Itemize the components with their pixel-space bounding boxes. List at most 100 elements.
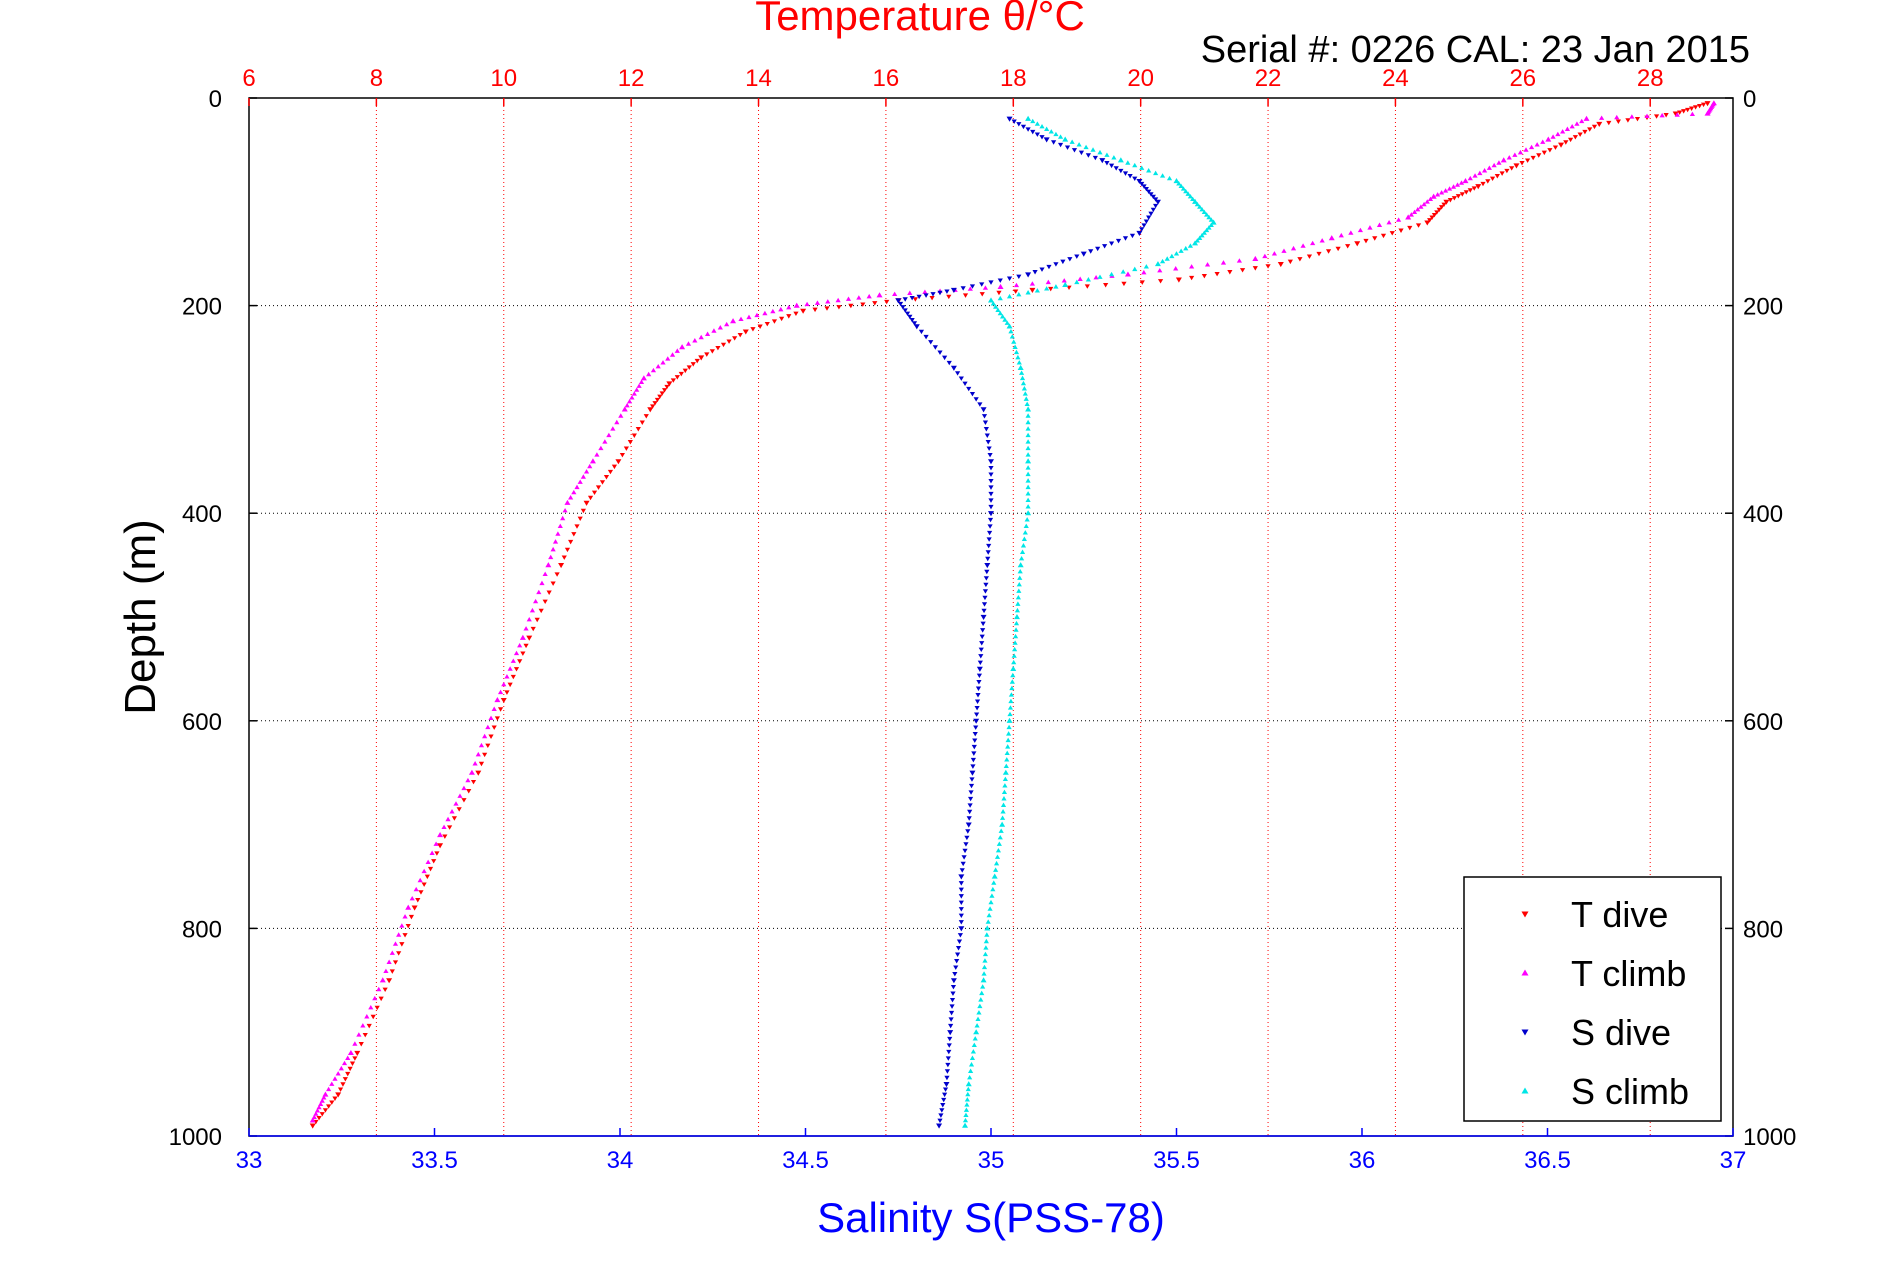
point-s-dive	[913, 324, 920, 330]
point-s-dive	[975, 686, 982, 691]
point-s-dive	[980, 628, 986, 633]
point-t-climb	[711, 328, 717, 333]
point-t-dive	[1504, 168, 1510, 174]
point-t-dive	[1252, 266, 1258, 271]
point-s-climb	[1183, 188, 1189, 194]
point-s-dive	[1122, 171, 1129, 176]
point-s-climb	[1012, 633, 1019, 639]
point-s-climb	[1002, 769, 1009, 775]
point-s-climb	[1013, 614, 1020, 620]
point-t-dive	[657, 394, 663, 400]
point-t-climb	[574, 484, 580, 490]
point-s-dive	[900, 305, 906, 310]
point-t-dive	[542, 599, 548, 605]
point-s-climb	[1025, 465, 1031, 470]
point-s-climb	[1132, 162, 1138, 168]
point-s-climb	[1003, 763, 1009, 769]
point-s-climb	[1025, 504, 1031, 509]
point-t-climb	[475, 751, 481, 757]
point-t-dive	[678, 371, 684, 377]
point-s-climb	[1021, 386, 1027, 391]
point-t-climb	[717, 325, 723, 330]
point-s-dive	[946, 360, 952, 366]
point-s-climb	[1125, 160, 1131, 165]
point-t-climb	[564, 499, 571, 505]
point-t-climb	[704, 331, 711, 336]
point-s-dive	[984, 433, 990, 438]
point-s-climb	[1083, 144, 1089, 150]
point-t-dive	[1536, 153, 1542, 158]
point-t-climb	[1236, 258, 1242, 263]
point-s-dive	[988, 465, 994, 471]
point-t-climb	[1093, 274, 1099, 280]
point-s-dive	[988, 498, 994, 503]
point-s-climb	[1025, 471, 1031, 477]
point-s-climb	[965, 1086, 971, 1092]
point-s-climb	[1011, 339, 1017, 344]
x-top-tick-label: 10	[490, 65, 517, 92]
point-t-climb	[638, 379, 645, 384]
point-s-dive	[1104, 161, 1110, 166]
point-s-dive	[928, 340, 934, 345]
point-t-dive	[872, 301, 878, 306]
point-t-climb	[311, 1114, 317, 1120]
point-s-climb	[1173, 178, 1180, 184]
point-t-dive	[1596, 121, 1603, 127]
point-t-dive	[1431, 212, 1438, 218]
point-t-climb	[793, 302, 800, 308]
point-t-climb	[634, 387, 640, 392]
y-tick-label-left: 800	[182, 916, 222, 943]
point-s-dive	[904, 311, 911, 316]
point-t-climb	[1411, 209, 1418, 214]
point-s-dive	[943, 1082, 950, 1088]
point-t-dive	[1415, 223, 1422, 228]
point-s-dive	[1034, 132, 1040, 137]
point-s-dive	[982, 595, 988, 601]
point-s-climb	[1062, 281, 1069, 287]
point-t-dive	[437, 843, 444, 849]
point-t-dive	[1029, 287, 1036, 294]
y-tick-label-right: 1000	[1743, 1124, 1796, 1151]
legend-label-t-dive: T dive	[1571, 894, 1668, 935]
point-t-dive	[1441, 202, 1447, 207]
point-t-dive	[546, 590, 552, 595]
y-tick-label-right: 200	[1743, 294, 1783, 321]
point-s-dive	[1046, 264, 1052, 270]
point-s-dive	[958, 926, 965, 932]
point-t-climb	[1491, 162, 1497, 168]
point-t-dive	[1325, 249, 1332, 254]
point-s-climb	[982, 951, 989, 957]
point-t-climb	[425, 859, 431, 865]
point-t-dive	[587, 495, 594, 501]
point-t-dive	[929, 295, 935, 301]
point-t-dive	[786, 314, 792, 319]
point-s-dive	[976, 680, 982, 685]
point-t-dive	[421, 882, 427, 887]
point-t-dive	[1700, 102, 1707, 108]
point-s-climb	[1169, 253, 1175, 259]
point-s-dive	[980, 614, 987, 620]
point-t-climb	[876, 292, 883, 298]
point-s-dive	[988, 478, 994, 484]
point-t-climb	[907, 290, 913, 295]
point-s-climb	[1108, 271, 1115, 277]
point-s-climb	[1199, 232, 1205, 238]
point-s-climb	[1006, 717, 1013, 723]
point-s-climb	[987, 906, 993, 911]
point-t-climb	[1486, 165, 1492, 170]
point-t-dive	[431, 859, 437, 864]
point-t-climb	[631, 391, 637, 396]
point-s-dive	[895, 298, 902, 304]
point-t-climb	[1415, 206, 1421, 212]
point-t-dive	[962, 293, 969, 298]
point-s-dive	[1127, 174, 1133, 179]
point-t-dive	[1681, 109, 1687, 114]
point-s-climb	[1034, 288, 1040, 293]
point-s-dive	[1025, 272, 1032, 278]
point-t-climb	[345, 1055, 351, 1060]
point-t-climb	[1173, 266, 1179, 271]
point-t-climb	[356, 1032, 362, 1037]
point-t-climb	[389, 950, 395, 955]
point-t-climb	[825, 299, 831, 304]
point-t-climb	[606, 432, 612, 438]
